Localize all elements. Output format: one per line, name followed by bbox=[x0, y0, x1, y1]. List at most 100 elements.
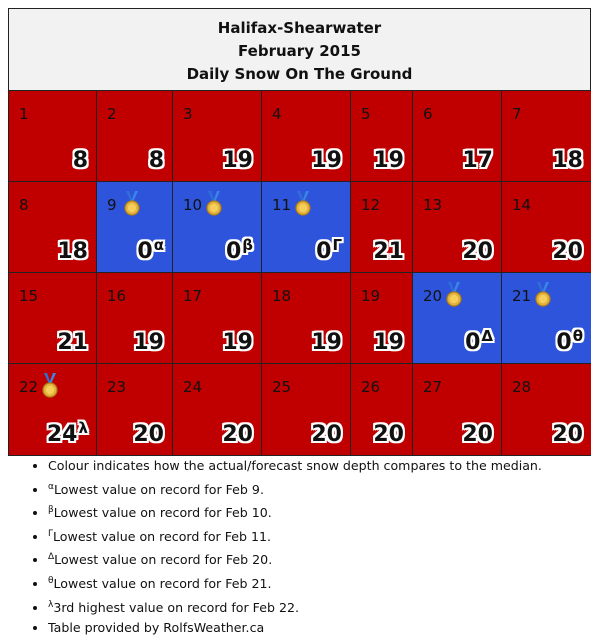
snow-depth-number: 19 bbox=[373, 330, 404, 355]
snow-depth-value: 19 bbox=[311, 148, 342, 173]
day-cell: 16 19 bbox=[97, 273, 173, 364]
record-marker: β bbox=[242, 236, 253, 254]
footnote-item: ΓLowest value on record for Feb 11. bbox=[48, 524, 542, 548]
record-marker: Δ bbox=[481, 327, 493, 345]
footnote-marker: Γ bbox=[48, 528, 54, 539]
footnote-text: Lowest value on record for Feb 10. bbox=[53, 505, 272, 521]
day-number: 28 bbox=[512, 378, 532, 396]
medal-icon bbox=[39, 373, 61, 399]
day-cell: 17 19 bbox=[173, 273, 262, 364]
footnote-marker: β bbox=[48, 505, 54, 516]
snow-depth-number: 20 bbox=[373, 422, 404, 447]
snow-depth-value: 0β bbox=[226, 236, 253, 264]
medal-icon bbox=[203, 191, 225, 217]
snow-depth-value: 19 bbox=[133, 330, 164, 355]
footnote-text: Table provided by RolfsWeather.ca bbox=[48, 620, 265, 636]
medal-icon bbox=[121, 191, 143, 217]
day-cell: 19 19 bbox=[351, 273, 413, 364]
day-cell: 22 24λ bbox=[9, 364, 97, 455]
snow-depth-value: 19 bbox=[373, 148, 404, 173]
footnote-text: Colour indicates how the actual/forecast… bbox=[48, 458, 542, 473]
footnote-marker: λ bbox=[48, 599, 54, 610]
day-cell: 5 19 bbox=[351, 91, 413, 182]
snow-depth-number: 20 bbox=[222, 422, 253, 447]
snow-depth-value: 20 bbox=[552, 422, 583, 447]
day-cell: 21 0θ bbox=[502, 273, 591, 364]
snow-depth-number: 20 bbox=[462, 422, 493, 447]
snow-depth-value: 0Γ bbox=[316, 236, 342, 264]
day-cell: 8 18 bbox=[9, 182, 97, 273]
footnotes-list: Colour indicates how the actual/forecast… bbox=[28, 456, 542, 639]
day-number: 12 bbox=[361, 196, 381, 214]
snow-depth-value: 8 bbox=[149, 148, 164, 173]
snow-depth-number: 21 bbox=[373, 239, 404, 264]
footnote-text: Lowest value on record for Feb 11. bbox=[53, 528, 272, 544]
day-cell: 25 20 bbox=[262, 364, 351, 455]
day-number: 10 bbox=[183, 196, 203, 214]
snow-depth-value: 0α bbox=[137, 236, 164, 264]
footnote-item: ΔLowest value on record for Feb 20. bbox=[48, 547, 542, 571]
snow-depth-number: 21 bbox=[57, 330, 88, 355]
day-cell: 23 20 bbox=[97, 364, 173, 455]
snow-calendar-table: Halifax-Shearwater February 2015 Daily S… bbox=[8, 8, 591, 456]
record-marker: Γ bbox=[332, 236, 342, 254]
snow-depth-number: 20 bbox=[552, 239, 583, 264]
day-number: 5 bbox=[361, 105, 371, 123]
medal-icon bbox=[443, 282, 465, 308]
day-number: 2 bbox=[107, 105, 117, 123]
snow-depth-value: 17 bbox=[462, 148, 493, 173]
footnote-marker: Δ bbox=[48, 552, 55, 563]
day-cell: 15 21 bbox=[9, 273, 97, 364]
snow-depth-value: 18 bbox=[57, 239, 88, 264]
day-number: 15 bbox=[19, 287, 39, 305]
snow-depth-number: 0 bbox=[316, 239, 332, 264]
footnote-item: Colour indicates how the actual/forecast… bbox=[48, 456, 542, 477]
day-cell: 4 19 bbox=[262, 91, 351, 182]
snow-depth-number: 0 bbox=[556, 330, 572, 355]
snow-depth-value: 0θ bbox=[556, 327, 583, 355]
snow-depth-value: 20 bbox=[552, 239, 583, 264]
snow-depth-number: 20 bbox=[133, 422, 164, 447]
footnote-text: 3rd highest value on record for Feb 22. bbox=[53, 599, 299, 615]
snow-depth-number: 19 bbox=[373, 148, 404, 173]
day-number: 22 bbox=[19, 378, 39, 396]
snow-depth-number: 18 bbox=[57, 239, 88, 264]
snow-depth-value: 20 bbox=[373, 422, 404, 447]
snow-depth-value: 19 bbox=[222, 330, 253, 355]
snow-depth-number: 20 bbox=[552, 422, 583, 447]
snow-depth-value: 19 bbox=[373, 330, 404, 355]
snow-depth-value: 19 bbox=[222, 148, 253, 173]
footnote-item: Table provided by RolfsWeather.ca bbox=[48, 618, 542, 639]
day-number: 14 bbox=[512, 196, 532, 214]
day-cell: 10 0β bbox=[173, 182, 262, 273]
day-number: 26 bbox=[361, 378, 381, 396]
snow-depth-number: 8 bbox=[148, 148, 164, 173]
day-number: 16 bbox=[107, 287, 127, 305]
snow-depth-number: 0 bbox=[137, 239, 153, 264]
day-number: 20 bbox=[423, 287, 443, 305]
record-marker: λ bbox=[78, 419, 89, 437]
day-cell: 6 17 bbox=[413, 91, 502, 182]
station-name: Halifax-Shearwater bbox=[217, 19, 382, 37]
footnote-marker: θ bbox=[48, 575, 54, 586]
calendar-header: Halifax-Shearwater February 2015 Daily S… bbox=[9, 9, 590, 91]
snow-depth-number: 19 bbox=[222, 148, 253, 173]
day-number: 24 bbox=[183, 378, 203, 396]
month-label: February 2015 bbox=[238, 42, 361, 60]
day-number: 21 bbox=[512, 287, 532, 305]
snow-depth-value: 21 bbox=[373, 239, 404, 264]
day-cell: 3 19 bbox=[173, 91, 262, 182]
footnote-text: Lowest value on record for Feb 20. bbox=[54, 552, 273, 568]
snow-depth-number: 20 bbox=[311, 422, 342, 447]
snow-depth-value: 0Δ bbox=[465, 327, 493, 355]
day-cell: 26 20 bbox=[351, 364, 413, 455]
snow-depth-number: 19 bbox=[311, 148, 342, 173]
footnote-item: αLowest value on record for Feb 9. bbox=[48, 477, 542, 501]
day-cell: 27 20 bbox=[413, 364, 502, 455]
snow-depth-value: 8 bbox=[73, 148, 88, 173]
snow-depth-number: 0 bbox=[465, 330, 481, 355]
snow-depth-value: 21 bbox=[57, 330, 88, 355]
day-number: 23 bbox=[107, 378, 127, 396]
footnote-item: θLowest value on record for Feb 21. bbox=[48, 571, 542, 595]
